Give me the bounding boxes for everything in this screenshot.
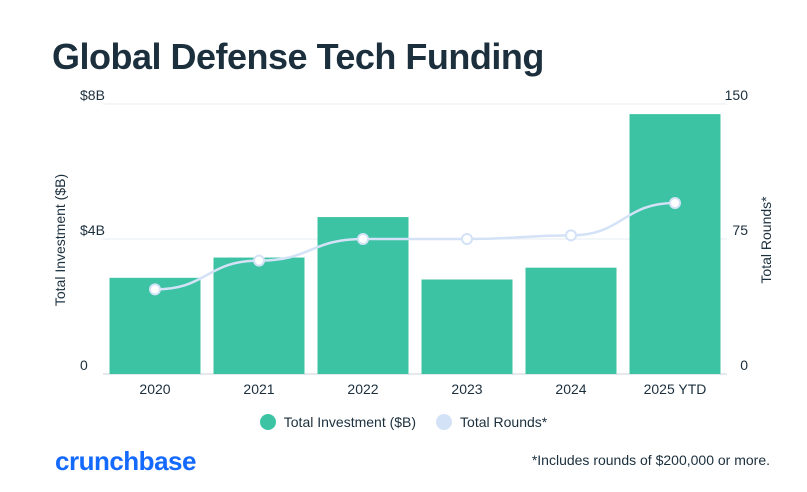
x-tick-label: 2022 [347, 381, 378, 397]
bar-2024 [525, 267, 617, 374]
y-right-tick-label: 150 [725, 87, 749, 103]
y-right-axis-title: Total Rounds* [758, 196, 774, 284]
legend-label-investment: Total Investment ($B) [283, 414, 417, 430]
y-left-axis-ticks: 0 $4B $8B [80, 87, 105, 373]
x-tick-label: 2023 [451, 381, 482, 397]
rounds-line [154, 201, 676, 291]
legend-item-investment: Total Investment ($B) [259, 414, 417, 430]
chart-title: Global Defense Tech Funding [52, 36, 544, 77]
x-tick-label: 2025 YTD [644, 381, 707, 397]
x-tick-label: 2024 [555, 381, 586, 397]
legend-swatch-rounds [436, 414, 453, 430]
rounds-point-2024 [565, 229, 577, 242]
line-series [149, 197, 681, 296]
y-right-tick-label: 0 [740, 357, 748, 373]
y-left-tick-label: $8B [80, 87, 105, 103]
legend: Total Investment ($B) Total Rounds* [0, 414, 807, 430]
legend-item-rounds: Total Rounds* [436, 414, 547, 430]
y-left-axis-title: Total Investment ($B) [52, 174, 68, 306]
rounds-point-2021 [253, 254, 265, 267]
bar-2021 [213, 257, 305, 374]
bar-series [109, 114, 721, 374]
legend-swatch-investment [259, 414, 276, 430]
chart-area: 2020 2021 2022 2023 2024 2025 YTD 0 $4B $8B 0 75… [52, 87, 774, 397]
y-right-tick-label: 75 [732, 222, 748, 238]
x-tick-label: 2021 [243, 381, 274, 397]
y-left-tick-label: $4B [80, 222, 105, 238]
bar-2025-ytd [629, 114, 721, 374]
y-left-tick-label: 0 [80, 357, 88, 373]
x-axis-ticks: 2020 2021 2022 2023 2024 2025 YTD [139, 381, 706, 397]
x-tick-label: 2020 [139, 381, 170, 397]
rounds-point-2025-ytd [669, 197, 681, 209]
bar-2023 [421, 279, 513, 374]
rounds-point-2022 [357, 233, 369, 245]
rounds-point-2020 [149, 283, 161, 296]
crunchbase-logo: crunchbase [55, 446, 196, 476]
legend-label-rounds: Total Rounds* [460, 414, 548, 430]
y-right-axis-ticks: 0 75 150 [725, 87, 749, 373]
rounds-point-2023 [461, 233, 473, 245]
footnote: *Includes rounds of $200,000 or more. [531, 452, 770, 468]
